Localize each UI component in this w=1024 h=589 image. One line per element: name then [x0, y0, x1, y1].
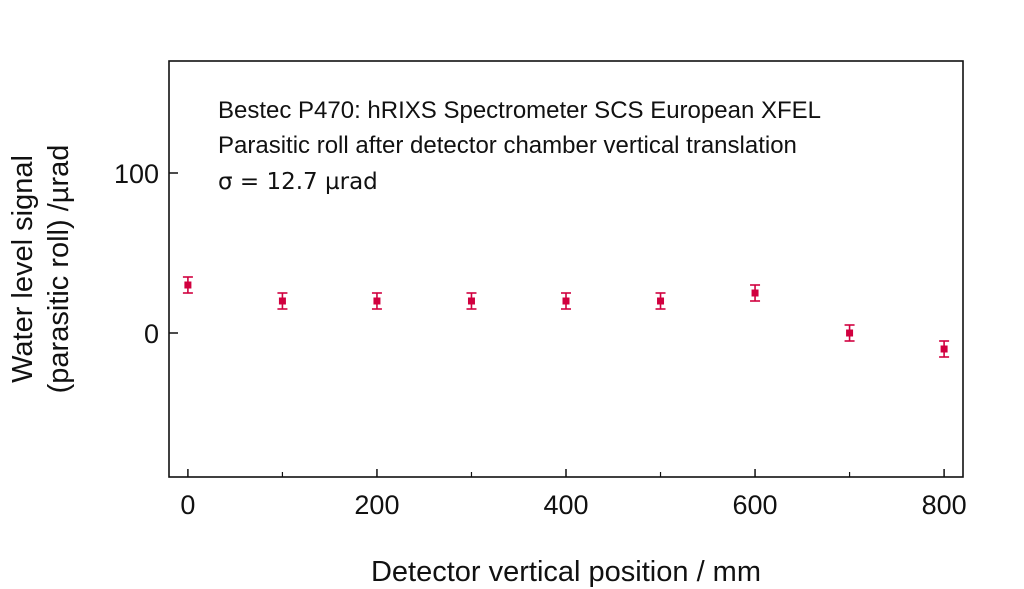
- x-tick-label: 400: [543, 490, 588, 520]
- point-marker: [562, 297, 570, 305]
- point-marker: [657, 297, 665, 305]
- data-point: [750, 284, 761, 302]
- data-point: [466, 292, 477, 310]
- y-axis: 0 100: [114, 159, 178, 349]
- x-tick-label: 600: [733, 490, 778, 520]
- annotation-line-2: Parasitic roll after detector chamber ve…: [218, 132, 797, 159]
- point-marker: [467, 297, 475, 305]
- data-point: [655, 292, 666, 310]
- x-tick-label: 800: [922, 490, 967, 520]
- y-axis-title-line-2: (parasitic roll) /µrad: [43, 145, 75, 394]
- x-tick-label: 0: [180, 490, 195, 520]
- data-point: [371, 292, 382, 310]
- x-tick-label: 200: [354, 490, 399, 520]
- point-marker: [184, 281, 192, 289]
- data-points: [182, 276, 950, 358]
- data-point: [277, 292, 288, 310]
- point-marker: [373, 297, 381, 305]
- data-point: [561, 292, 571, 310]
- x-axis: 0 200 400 600 800: [180, 469, 967, 520]
- data-point: [939, 340, 950, 358]
- data-point: [844, 324, 855, 342]
- point-marker: [751, 289, 759, 297]
- data-point: [182, 276, 193, 294]
- point-marker: [278, 297, 286, 305]
- y-axis-title-line-1: Water level signal: [7, 155, 39, 383]
- y-tick-label: 0: [144, 319, 159, 349]
- annotation-line-1: Bestec P470: hRIXS Spectrometer SCS Euro…: [218, 97, 821, 124]
- point-marker: [940, 345, 948, 353]
- x-axis-title: Detector vertical position / mm: [371, 556, 761, 588]
- annotation-sigma: σ = 12.7 µrad: [218, 169, 378, 195]
- y-tick-label: 100: [114, 159, 159, 189]
- point-marker: [846, 329, 854, 337]
